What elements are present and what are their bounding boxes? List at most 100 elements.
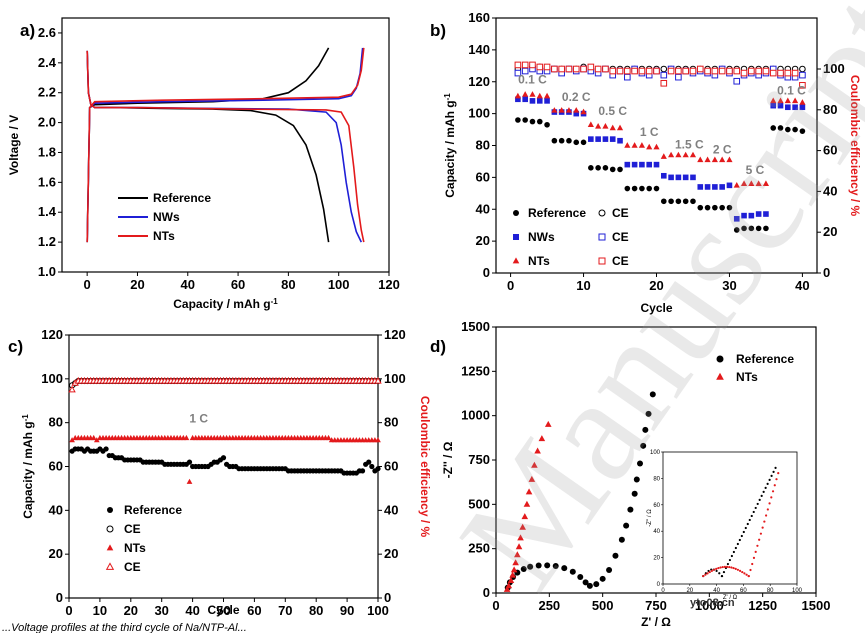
point-nts bbox=[784, 97, 791, 104]
point-nts-ce bbox=[536, 63, 544, 71]
point-nts bbox=[522, 91, 529, 97]
inset-point-reference bbox=[762, 490, 765, 493]
point-reference bbox=[618, 536, 625, 543]
site-watermark: yto08.cn bbox=[690, 597, 735, 609]
inset-point-nts bbox=[777, 472, 780, 475]
point-nws bbox=[617, 137, 623, 144]
point-nts bbox=[514, 551, 521, 558]
point-reference bbox=[637, 460, 643, 467]
y-tick-label: 80 bbox=[49, 415, 63, 430]
point-nts bbox=[631, 142, 638, 148]
rate-label: 0.2 C bbox=[562, 90, 591, 104]
x-tick-label: 30 bbox=[722, 278, 736, 293]
x-tick-label: 80 bbox=[281, 277, 295, 292]
inset-point-nts bbox=[763, 520, 766, 523]
y-tick-label: 2.2 bbox=[38, 85, 56, 100]
point-reference bbox=[719, 204, 725, 211]
point-nts bbox=[519, 523, 526, 530]
legend-marker-nts bbox=[716, 372, 724, 380]
point-reference bbox=[741, 225, 747, 232]
point-reference bbox=[544, 562, 551, 569]
inset-point-reference bbox=[718, 572, 721, 575]
inset-point-nts bbox=[710, 569, 713, 572]
inset-x-tick-label: 100 bbox=[792, 588, 803, 594]
x-tick-label: 50 bbox=[216, 603, 230, 618]
rate-annotation: 1 C bbox=[189, 412, 208, 426]
inset-point-nts bbox=[715, 567, 718, 570]
point-nts-ce bbox=[784, 69, 792, 77]
point-nts bbox=[770, 97, 777, 104]
panel-label: d) bbox=[430, 337, 446, 356]
inset-point-nts bbox=[775, 478, 778, 481]
panel-a-voltage-profiles: 0 20 40 60 80 100 120 1.0 1.2 1.4 1.6 1.8 2.0 2.2 2.4 2… bbox=[7, 17, 400, 311]
y-tick-label: 1.8 bbox=[38, 144, 56, 159]
point-reference bbox=[799, 128, 806, 134]
point-nws bbox=[536, 98, 543, 104]
point-nts bbox=[616, 124, 624, 131]
panel-label: b) bbox=[430, 21, 446, 40]
point-reference bbox=[577, 574, 584, 581]
point-nws bbox=[631, 161, 638, 168]
point-nts bbox=[183, 434, 190, 441]
point-nws bbox=[609, 136, 616, 142]
point-nts-ce bbox=[675, 67, 682, 75]
point-nws bbox=[799, 104, 806, 111]
point-nws bbox=[602, 136, 609, 142]
point-nws-ce bbox=[799, 71, 806, 79]
y2-tick-label: 80 bbox=[384, 415, 398, 430]
inset-plot: 0 20 40 60 80 100 0 20 40 60 80 100 Z' / Ω -Z'' / Ω bbox=[647, 450, 803, 601]
inset-y-tick-label: 80 bbox=[653, 476, 660, 482]
y2-tick-label: 60 bbox=[823, 143, 837, 158]
y-tick-label: 500 bbox=[468, 496, 490, 511]
point-nts bbox=[503, 585, 511, 592]
point-reference bbox=[580, 139, 587, 146]
point-reference bbox=[593, 581, 600, 588]
point-nts-ce bbox=[551, 65, 558, 73]
curve-reference-charge bbox=[86, 47, 330, 243]
inset-point-reference bbox=[768, 478, 771, 481]
point-nts bbox=[90, 434, 97, 441]
point-reference bbox=[777, 125, 784, 131]
y-tick-label: 0 bbox=[56, 590, 63, 605]
point-nts-ce bbox=[748, 67, 755, 75]
rate-label: 1.5 C bbox=[675, 138, 704, 152]
inset-point-reference bbox=[744, 526, 747, 530]
point-nts-ce bbox=[653, 67, 660, 75]
point-nts-ce bbox=[777, 69, 784, 77]
point-reference bbox=[646, 185, 653, 192]
inset-point-nts bbox=[751, 562, 754, 566]
point-reference bbox=[792, 126, 798, 133]
inset-point-nts bbox=[719, 566, 722, 569]
axis-title-main: Capacity / mAh g bbox=[21, 421, 35, 518]
y-tick-label: 120 bbox=[468, 74, 490, 89]
axis-title-main: Capacity / mAh g bbox=[443, 100, 457, 197]
point-nts-ce bbox=[624, 67, 631, 75]
x-tick-label: 20 bbox=[124, 603, 138, 618]
point-nts-ce bbox=[667, 67, 675, 75]
y-tick-label: 40 bbox=[49, 502, 63, 517]
point-nts-ce bbox=[682, 67, 689, 75]
point-nts-ce bbox=[645, 67, 653, 75]
point-nts-ce bbox=[572, 65, 580, 73]
point-nws bbox=[770, 102, 777, 109]
point-nts bbox=[538, 435, 546, 442]
point-reference bbox=[606, 566, 613, 573]
point-nts-ce bbox=[755, 67, 762, 75]
legend-label: NWs bbox=[153, 210, 180, 224]
legend-label-ce: CE bbox=[612, 254, 629, 268]
x-tick-label: 70 bbox=[278, 603, 292, 618]
x-tick-label: 60 bbox=[231, 277, 245, 292]
x-tick-label: 120 bbox=[378, 277, 400, 292]
inset-x-tick-label: 60 bbox=[740, 588, 747, 594]
legend-marker-ce bbox=[598, 233, 606, 241]
point-nws bbox=[639, 161, 645, 168]
axis-title: Capacity / mAh g-1 bbox=[21, 414, 35, 519]
point-nts bbox=[558, 107, 565, 113]
x-tick-label: 1000 bbox=[695, 598, 724, 613]
point-nts bbox=[602, 123, 609, 129]
point-nts-ce bbox=[514, 61, 522, 69]
inset-frame bbox=[662, 451, 798, 585]
inset-point-reference bbox=[726, 562, 730, 566]
point-reference bbox=[733, 227, 740, 233]
point-nts-ce bbox=[769, 69, 777, 77]
